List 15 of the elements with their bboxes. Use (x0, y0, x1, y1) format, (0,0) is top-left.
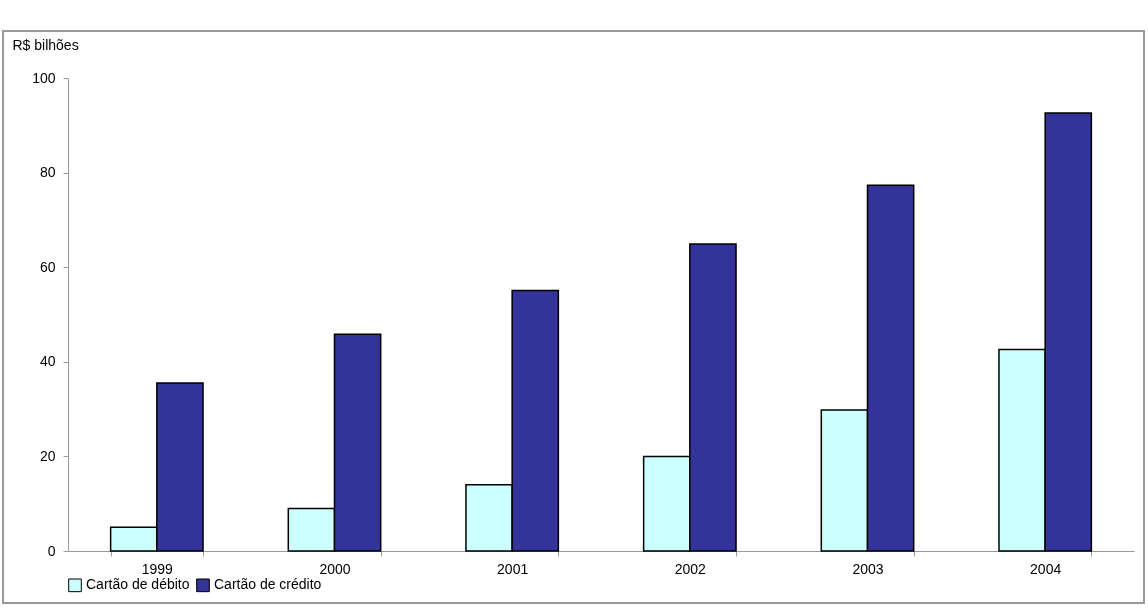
y-tick-label: 80 (39, 164, 56, 181)
x-tick-label: 2004 (1030, 560, 1062, 577)
x-tick-label: 2002 (674, 560, 707, 577)
x-tick-label: 2000 (319, 560, 351, 577)
legend-label: Cartão de crédito (214, 576, 322, 593)
x-tick-label: 1999 (141, 560, 174, 577)
y-tick-label: 40 (39, 353, 56, 370)
legend-label: Cartão de débito (86, 576, 190, 593)
y-axis-title: R$ bilhões (12, 36, 79, 53)
x-tick-label: 2003 (852, 560, 884, 577)
y-tick-label: 60 (39, 258, 56, 275)
y-tick-label: 100 (32, 69, 56, 86)
y-tick-label: 0 (47, 542, 56, 559)
y-tick-label: 20 (39, 447, 56, 464)
x-tick-label: 2001 (497, 560, 529, 577)
